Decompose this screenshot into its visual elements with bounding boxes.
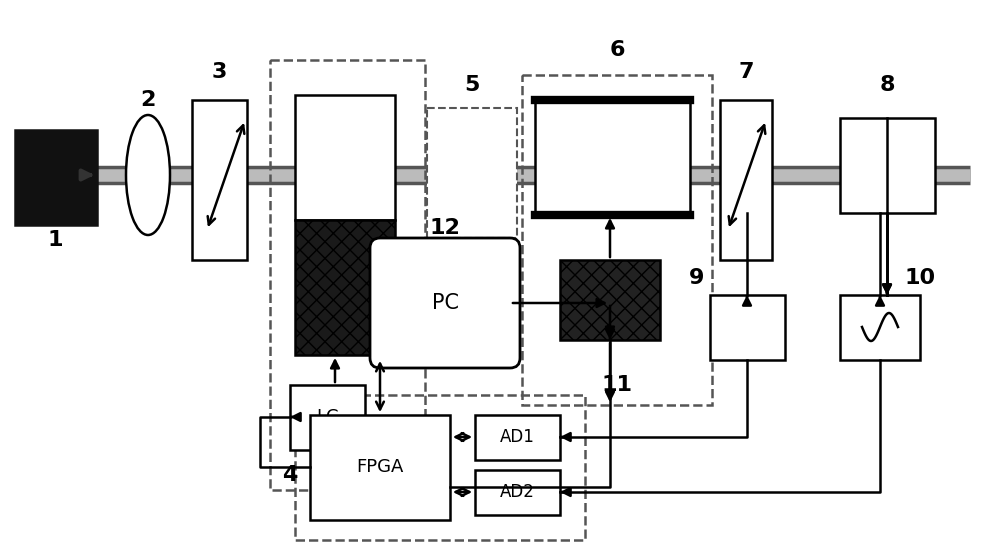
Text: 12: 12 [430,218,460,238]
Bar [310,415,450,520]
Bar [295,395,585,540]
Text: AD2: AD2 [500,483,534,501]
Bar [840,295,920,360]
Ellipse shape [126,115,170,235]
Bar [295,220,395,355]
Text: 6: 6 [609,40,625,60]
Bar [427,108,517,238]
FancyBboxPatch shape [370,238,520,368]
Bar [840,118,935,213]
Text: 8: 8 [879,75,895,95]
Bar [720,100,772,260]
Bar [560,260,660,340]
Text: PC: PC [432,293,458,313]
Text: FPGA: FPGA [356,458,404,476]
Bar [192,100,247,260]
Text: 7: 7 [738,62,754,82]
Bar [710,295,785,360]
Text: 9: 9 [689,268,705,288]
Bar [290,385,365,450]
Text: 11: 11 [602,375,633,395]
Text: 3: 3 [211,62,227,82]
Text: 4: 4 [282,465,298,485]
Text: 5: 5 [464,75,480,95]
Text: 2: 2 [140,90,156,110]
Bar [15,130,97,225]
Bar [475,470,560,515]
Text: 10: 10 [904,268,936,288]
Bar [535,100,690,215]
Bar [270,60,425,490]
Text: AD1: AD1 [500,428,534,446]
Bar [522,75,712,405]
Text: LC: LC [316,408,338,426]
Bar [475,415,560,460]
Bar [295,95,395,220]
Text: 1: 1 [47,230,63,250]
